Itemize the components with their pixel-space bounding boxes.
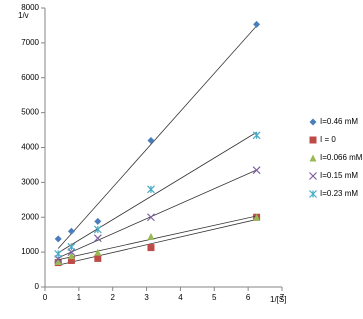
data-point xyxy=(147,137,155,145)
data-point xyxy=(147,244,155,252)
data-point xyxy=(94,248,102,256)
y-tick-label: 2000 xyxy=(21,212,39,221)
y-tick-label: 8000 xyxy=(21,3,39,12)
y-tick-label: 1000 xyxy=(21,247,39,256)
x-tick-label: 6 xyxy=(246,293,251,302)
x-tick-label: 5 xyxy=(212,293,217,302)
data-point xyxy=(253,213,261,221)
trendline xyxy=(58,215,257,261)
x-tick-label: 3 xyxy=(144,293,149,302)
data-point xyxy=(54,258,62,266)
legend-marker xyxy=(309,172,317,180)
x-tick-label: 2 xyxy=(110,293,115,302)
x-tick-label: 4 xyxy=(178,293,183,302)
data-point xyxy=(93,225,102,234)
legend-marker xyxy=(309,118,317,126)
y-tick-label: 4000 xyxy=(21,143,39,152)
x-tick-label: 7 xyxy=(280,293,285,302)
x-tick-label: 1 xyxy=(77,293,82,302)
data-point xyxy=(147,185,155,194)
y-tick-label: 0 xyxy=(35,282,40,291)
trendline xyxy=(57,25,257,249)
data-point xyxy=(67,242,76,251)
data-point xyxy=(253,20,261,28)
data-point xyxy=(94,254,102,262)
data-point xyxy=(54,249,63,258)
data-point xyxy=(252,131,261,140)
y-tick-label: 7000 xyxy=(21,38,39,47)
legend-label: I=0.23 mM xyxy=(320,189,358,198)
data-point xyxy=(93,234,102,243)
data-point xyxy=(252,166,261,175)
x-axis-label: 1/[S] xyxy=(270,295,286,304)
data-point xyxy=(147,213,155,222)
y-tick-label: 6000 xyxy=(21,73,39,82)
legend-marker xyxy=(309,190,317,198)
data-point xyxy=(67,256,75,264)
legend-label: I=0.066 mM xyxy=(320,153,363,162)
legend-label: I = 0 xyxy=(320,135,336,144)
data-point xyxy=(147,232,155,240)
legend-marker xyxy=(309,136,317,144)
trendline xyxy=(58,169,257,259)
x-tick-label: 0 xyxy=(43,293,48,302)
y-axis-label: 1/v xyxy=(18,11,29,20)
trendline xyxy=(58,219,257,266)
data-point xyxy=(67,227,75,235)
data-point xyxy=(54,235,62,243)
legend-label: I=0.46 mM xyxy=(320,117,358,126)
trendline xyxy=(57,131,257,254)
data-point xyxy=(94,217,102,225)
y-tick-label: 5000 xyxy=(21,108,39,117)
y-tick-label: 3000 xyxy=(21,177,39,186)
data-point xyxy=(67,252,75,260)
legend-label: I=0.15 mM xyxy=(320,171,358,180)
legend-marker xyxy=(309,154,317,162)
